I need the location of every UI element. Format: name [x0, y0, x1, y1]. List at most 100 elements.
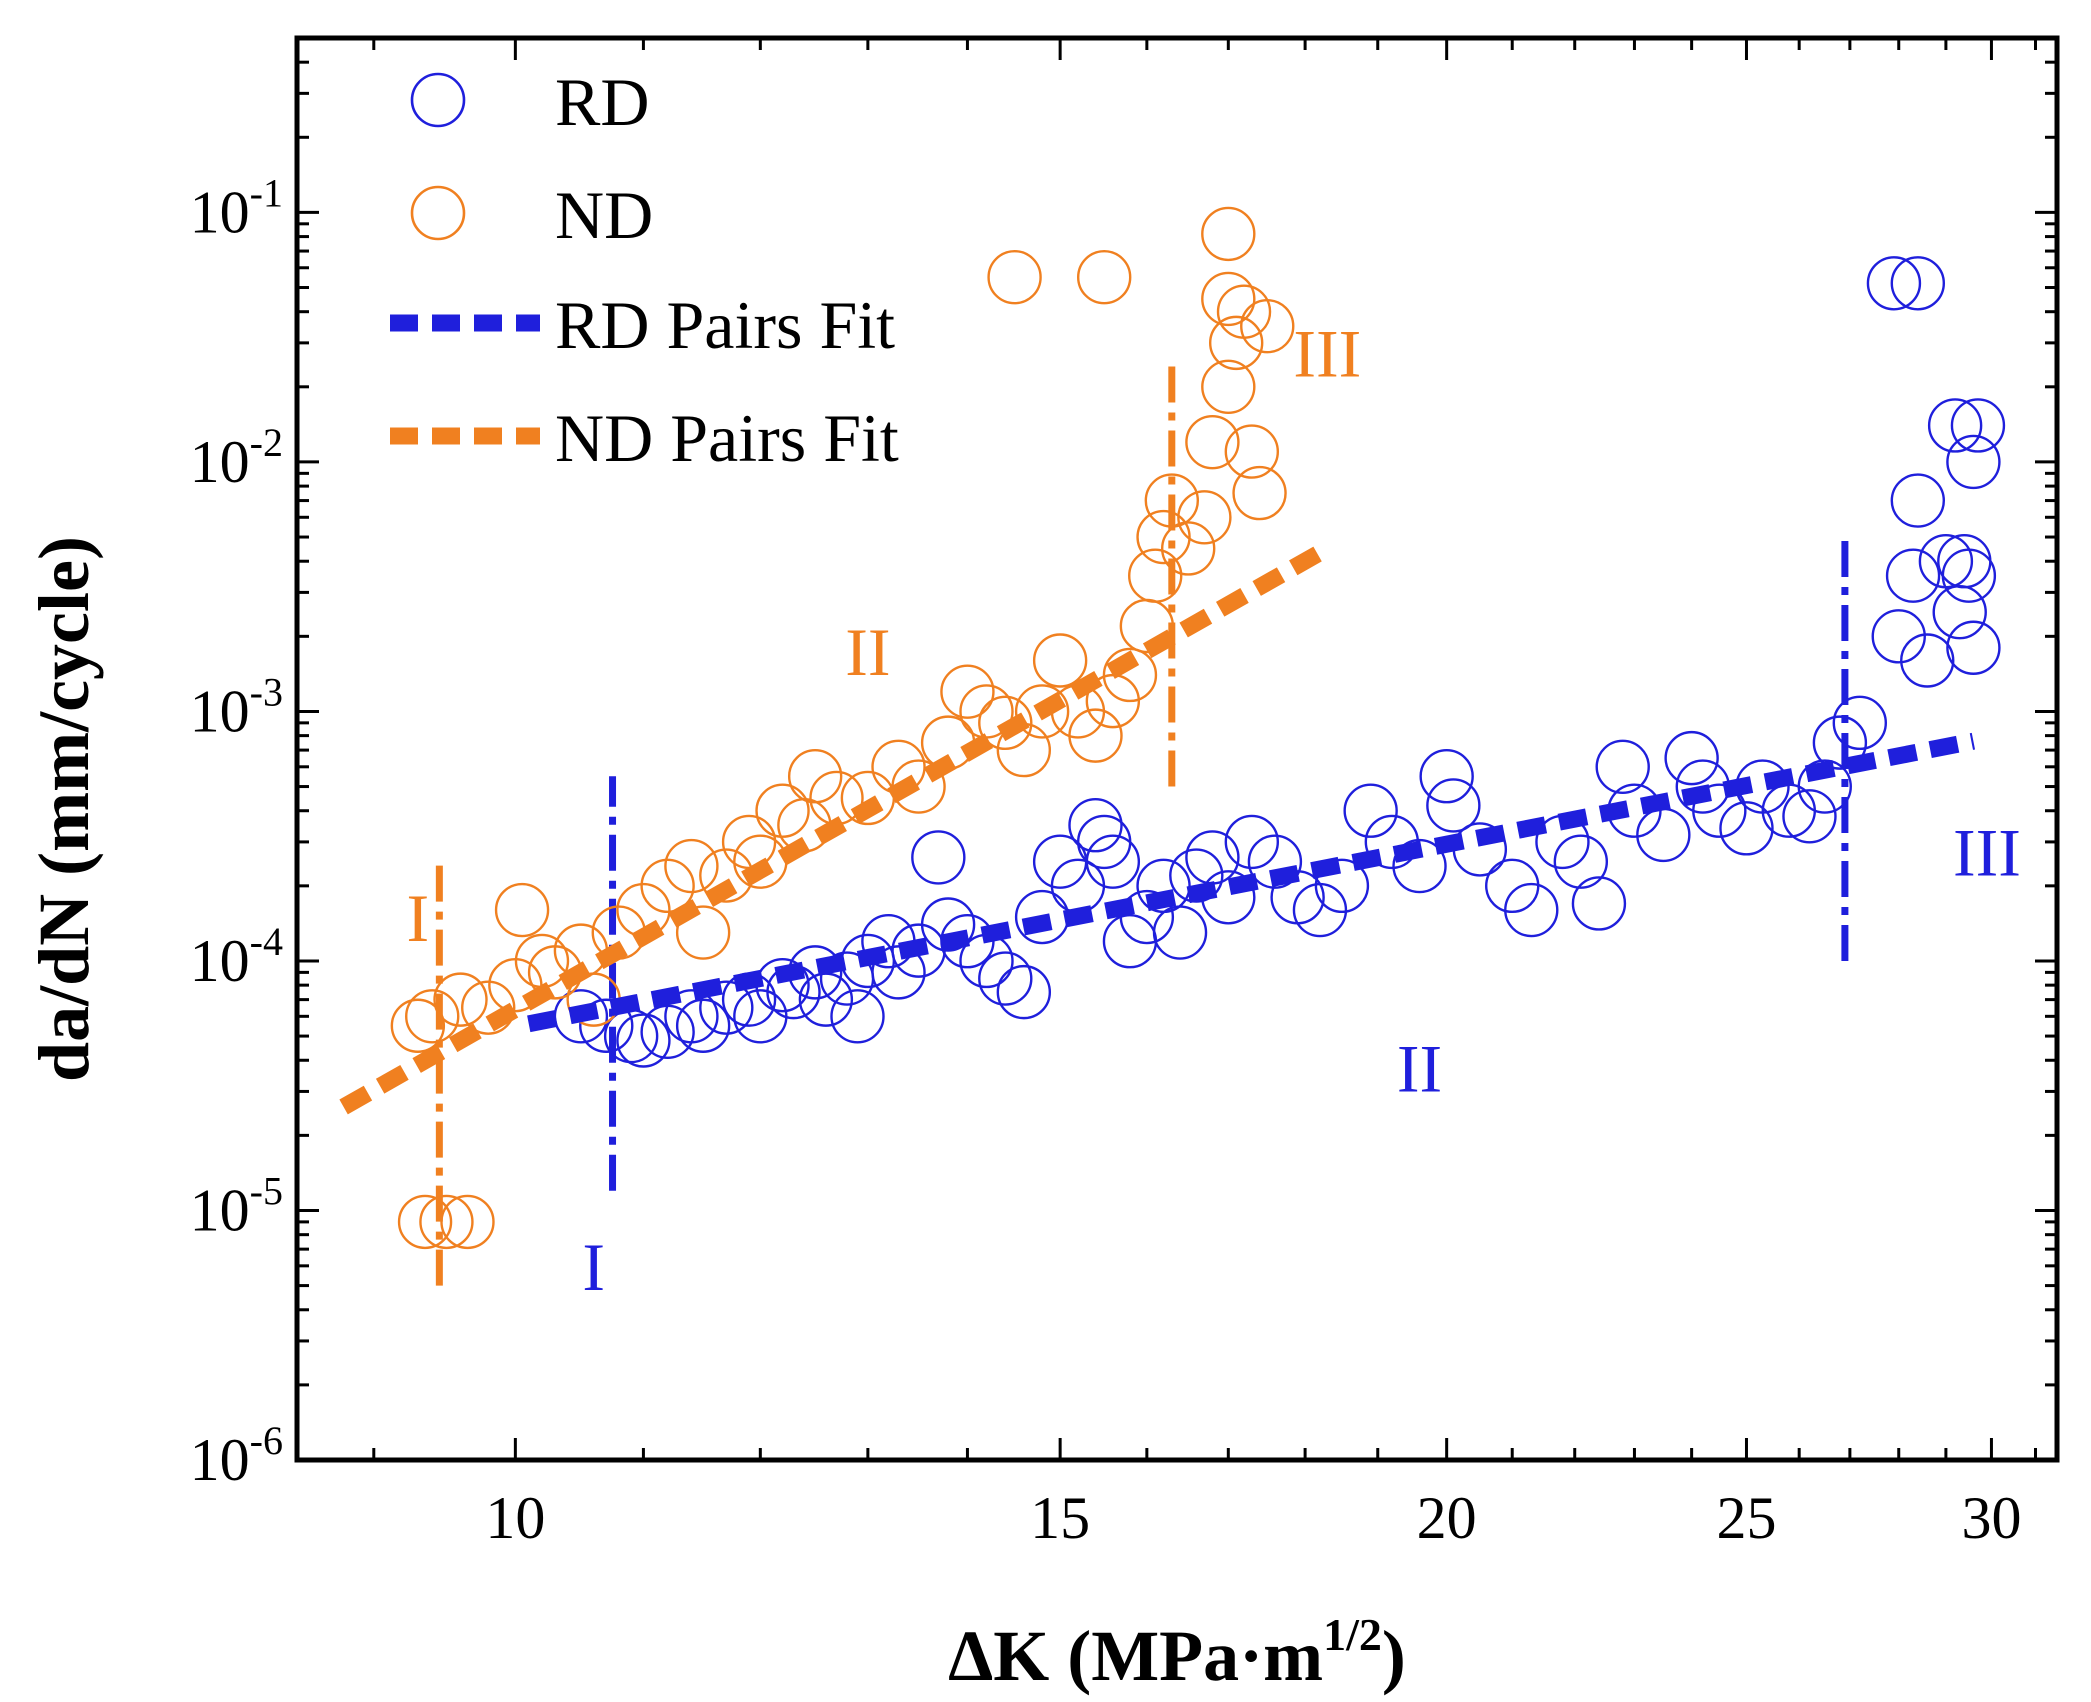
data-point-rd [1782, 789, 1837, 844]
data-point-rd [1571, 876, 1627, 931]
y-axis-label: da/dN (mm/cycle) [24, 536, 104, 1082]
data-point-nd [1201, 206, 1256, 262]
data-point-rd [1664, 730, 1719, 786]
data-point-rd [699, 980, 754, 1035]
data-point-nd [1185, 414, 1240, 470]
fit-line-rd [527, 732, 1976, 1033]
data-point-nd [494, 882, 550, 938]
data-point-rd [1900, 633, 1955, 688]
stage-label: III [1293, 315, 1361, 391]
series-nd [390, 206, 1295, 1250]
data-point-nd [978, 695, 1033, 751]
data-point-rd [1504, 882, 1559, 938]
x-tick-label: 15 [1030, 1485, 1090, 1551]
y-tick-label: 10-5 [190, 1168, 283, 1243]
data-point-rd [616, 1013, 671, 1068]
data-point-nd [1208, 315, 1264, 371]
data-point-rd [1152, 905, 1208, 960]
data-point-nd [461, 980, 516, 1035]
legend-marker-nd [410, 185, 466, 241]
axis-ticks: 10 15 20 25 30 10-6 10-5 10-4 10-3 10-2 10-1 [190, 36, 2057, 1551]
data-point-rd [996, 964, 1052, 1020]
series-rd [553, 256, 2006, 1068]
data-point-rd [1950, 398, 2006, 453]
data-point-nd [787, 749, 843, 804]
data-point-rd [1085, 834, 1141, 889]
data-point-rd [978, 951, 1033, 1006]
x-axis-label: ΔK (MPa·m1/2) [948, 1609, 1406, 1696]
data-point-nd [1201, 359, 1256, 415]
stage-label: II [1397, 1030, 1442, 1106]
data-point-rd [1224, 814, 1280, 870]
legend-marker-rd [410, 72, 466, 128]
data-point-rd [1102, 914, 1158, 969]
data-point-rd [1946, 434, 2001, 490]
data-point-nd [1032, 633, 1088, 688]
data-point-nd [1068, 708, 1123, 763]
data-point-rd [1885, 548, 1941, 603]
data-point-nd [433, 972, 488, 1027]
data-point-nd [1128, 548, 1183, 603]
data-point-rd [1692, 783, 1747, 838]
data-point-rd [1419, 749, 1474, 804]
legend: RD ND RD Pairs Fit ND Pairs Fit [390, 64, 899, 476]
data-point-rd [579, 998, 634, 1053]
data-point-nd [1014, 684, 1070, 739]
data-point-nd [755, 783, 810, 838]
data-point-rd [675, 998, 731, 1053]
data-point-nd [397, 1194, 453, 1250]
data-point-nd [1232, 465, 1287, 521]
data-point-rd [1719, 801, 1774, 856]
data-point-rd [1937, 534, 1992, 589]
data-point-rd [1812, 715, 1868, 770]
data-point-rd [1119, 889, 1175, 945]
data-point-rd [664, 989, 719, 1044]
data-point-nd [1136, 509, 1191, 565]
x-tick-label: 10 [485, 1485, 545, 1551]
data-point-rd [1553, 834, 1609, 889]
data-point-rd [1595, 739, 1650, 794]
data-point-nd [440, 1194, 495, 1250]
data-point-nd [664, 838, 719, 894]
data-point-nd [1144, 473, 1200, 528]
data-point-rd [798, 972, 854, 1027]
data-point-nd [1160, 521, 1216, 576]
data-point-rd [871, 945, 926, 1000]
y-tick-label: 10-6 [190, 1418, 283, 1493]
x-tick-label: 25 [1716, 1485, 1776, 1551]
data-point-rd [1890, 473, 1946, 528]
data-point-rd [1832, 695, 1888, 751]
x-tick-label: 30 [1961, 1485, 2021, 1551]
y-tick-label: 10-1 [190, 170, 283, 245]
stage-label: III [1953, 815, 2021, 891]
data-point-rd [1946, 620, 2001, 675]
data-point-rd [1426, 778, 1481, 833]
data-point-rd [1932, 584, 1987, 640]
data-point-nd [987, 249, 1042, 305]
data-point-rd [1292, 882, 1348, 938]
data-point-rd [1068, 798, 1123, 853]
stage-label: I [407, 880, 430, 956]
y-tick-label: 10-2 [190, 420, 283, 495]
data-point-rd [1866, 256, 1922, 311]
data-point-nd [1102, 647, 1158, 703]
data-point-rd [1797, 759, 1852, 814]
data-point-nd [1201, 271, 1256, 327]
legend-label-nd: ND [555, 177, 653, 253]
fit-line-nd [339, 541, 1332, 1115]
data-point-nd [1216, 284, 1272, 339]
data-point-nd [405, 989, 460, 1044]
data-point-rd [1890, 256, 1946, 311]
data-point-rd [1927, 398, 1983, 453]
data-point-rd [920, 897, 976, 952]
data-point-nd [1076, 249, 1132, 305]
data-point-rd [911, 830, 966, 885]
legend-label-nd-fit: ND Pairs Fit [555, 400, 899, 476]
data-point-rd [1343, 783, 1398, 838]
data-point-nd [1240, 298, 1295, 354]
data-point-nd [1177, 490, 1232, 545]
data-point-nd [675, 905, 731, 960]
legend-label-rd-fit: RD Pairs Fit [555, 287, 895, 363]
data-point-nd [940, 664, 995, 719]
data-point-nd [390, 998, 446, 1053]
